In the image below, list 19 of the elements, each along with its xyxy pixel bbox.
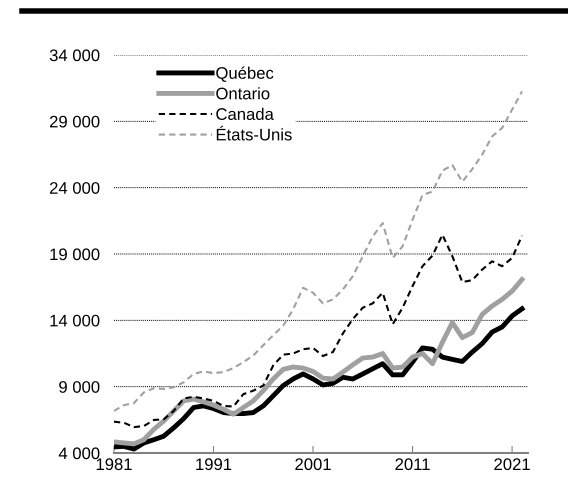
legend-label: Canada: [216, 108, 274, 120]
legend-label: Ontario: [216, 87, 270, 100]
y-tick-label: 4 000: [58, 447, 100, 460]
line-series: [114, 234, 524, 428]
legend-label: États-Unis: [216, 126, 292, 141]
y-tick-label: 19 000: [50, 248, 100, 260]
legend-label: Québec: [216, 66, 274, 82]
x-tick-label: 1981: [96, 458, 132, 470]
x-tick-label: 1991: [196, 458, 232, 470]
y-tick-label: 34 000: [50, 49, 100, 62]
line-series: [114, 306, 524, 452]
x-tick-label: 2011: [395, 458, 430, 470]
y-tick-label: 29 000: [50, 116, 100, 128]
y-tick-label: 9 000: [59, 381, 100, 393]
x-tick-label: 2001: [295, 458, 331, 470]
line-series: [114, 277, 524, 446]
y-tick-label: 24 000: [50, 182, 100, 194]
x-tick-label: 2021: [494, 458, 530, 470]
y-tick-label: 14 000: [50, 314, 100, 327]
